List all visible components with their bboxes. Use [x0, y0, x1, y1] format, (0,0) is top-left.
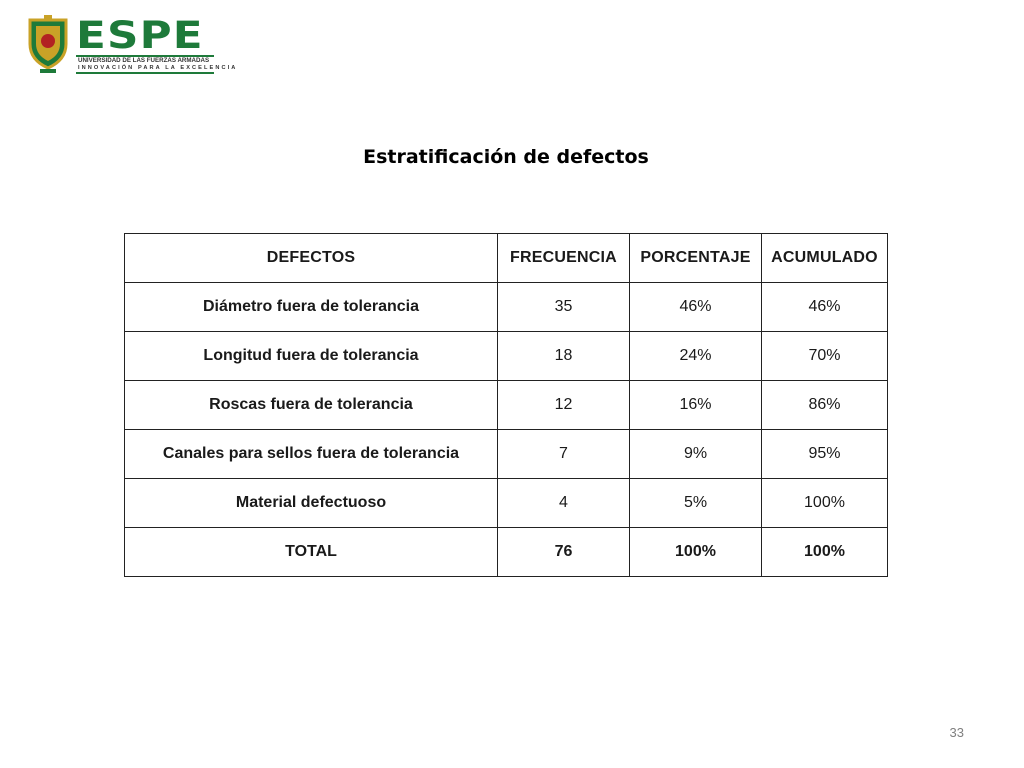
frequency-cell: 7: [497, 429, 630, 479]
defect-name-cell: Roscas fuera de tolerancia: [124, 380, 498, 430]
logo-tagline: INNOVACIÓN PARA LA EXCELENCIA: [78, 65, 238, 71]
logo-divider: [76, 55, 214, 57]
cumulative-cell: 46%: [761, 282, 888, 332]
cumulative-cell: 100%: [761, 478, 888, 528]
table-total-row: TOTAL 76 100% 100%: [124, 527, 888, 577]
header-defectos: DEFECTOS: [124, 233, 498, 283]
table-row: Longitud fuera de tolerancia 18 24% 70%: [124, 331, 888, 381]
header-porcentaje: PORCENTAJE: [629, 233, 762, 283]
header-frecuencia: FRECUENCIA: [497, 233, 630, 283]
cumulative-cell: 86%: [761, 380, 888, 430]
table-row: Diámetro fuera de tolerancia 35 46% 46%: [124, 282, 888, 332]
total-label-cell: TOTAL: [124, 527, 498, 577]
logo-divider: [76, 72, 214, 74]
university-shield-emblem-icon: [28, 15, 68, 73]
percentage-cell: 16%: [629, 380, 762, 430]
cumulative-cell: 95%: [761, 429, 888, 479]
defect-name-cell: Canales para sellos fuera de tolerancia: [124, 429, 498, 479]
total-frequency-cell: 76: [497, 527, 630, 577]
table-row: Material defectuoso 4 5% 100%: [124, 478, 888, 528]
total-cumulative-cell: 100%: [761, 527, 888, 577]
percentage-cell: 46%: [629, 282, 762, 332]
table-row: Roscas fuera de tolerancia 12 16% 86%: [124, 380, 888, 430]
frequency-cell: 35: [497, 282, 630, 332]
frequency-cell: 12: [497, 380, 630, 430]
total-percentage-cell: 100%: [629, 527, 762, 577]
cumulative-cell: 70%: [761, 331, 888, 381]
defects-table-container: DEFECTOS FRECUENCIA PORCENTAJE ACUMULADO…: [124, 233, 888, 577]
defects-table: DEFECTOS FRECUENCIA PORCENTAJE ACUMULADO…: [124, 233, 888, 577]
defect-name-cell: Diámetro fuera de tolerancia: [124, 282, 498, 332]
frequency-cell: 4: [497, 478, 630, 528]
percentage-cell: 5%: [629, 478, 762, 528]
defect-name-cell: Longitud fuera de tolerancia: [124, 331, 498, 381]
logo-subtitle: UNIVERSIDAD DE LAS FUERZAS ARMADAS: [78, 57, 210, 64]
defect-name-cell: Material defectuoso: [124, 478, 498, 528]
espe-logo: ESPE UNIVERSIDAD DE LAS FUERZAS ARMADAS …: [24, 14, 235, 74]
page-number: 33: [949, 725, 964, 740]
slide-title: Estratificación de defectos: [363, 146, 649, 168]
header-acumulado: ACUMULADO: [761, 233, 888, 283]
frequency-cell: 18: [497, 331, 630, 381]
percentage-cell: 9%: [629, 429, 762, 479]
table-row: Canales para sellos fuera de tolerancia …: [124, 429, 888, 479]
table-header-row: DEFECTOS FRECUENCIA PORCENTAJE ACUMULADO: [124, 233, 888, 283]
percentage-cell: 24%: [629, 331, 762, 381]
logo-wordmark: ESPE: [76, 14, 204, 57]
